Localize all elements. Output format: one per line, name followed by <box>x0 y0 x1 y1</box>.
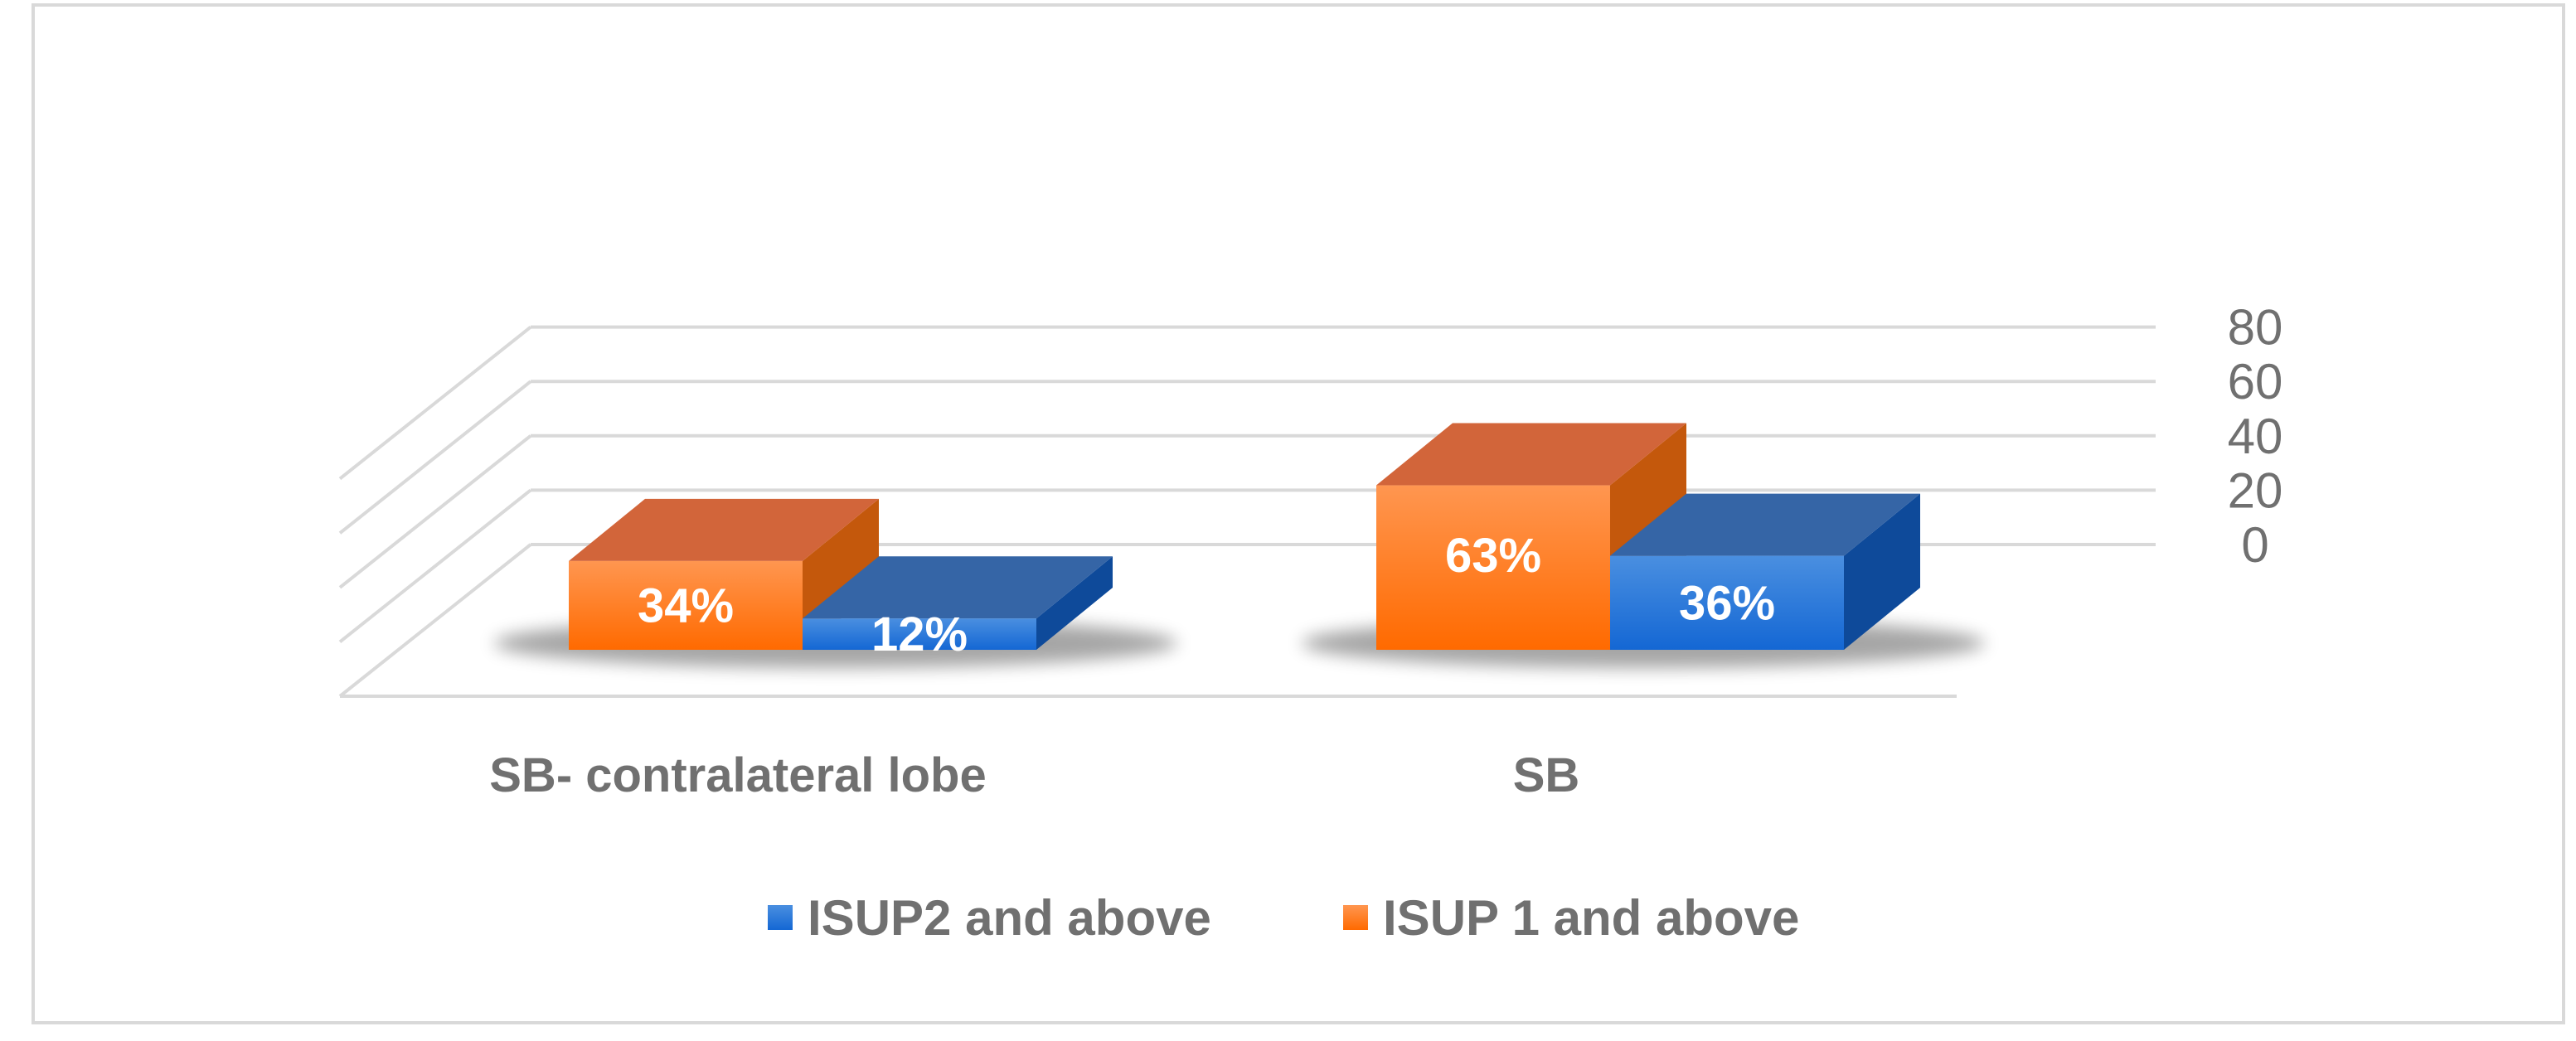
y-tick-label: 40 <box>2228 409 2283 464</box>
bar <box>1610 555 1844 650</box>
bar-top <box>1376 423 1686 486</box>
bar <box>803 618 1036 650</box>
data-label: 12% <box>871 608 968 661</box>
bar-side <box>1036 556 1113 650</box>
data-label: 36% <box>1679 576 1775 630</box>
y-tick-label: 20 <box>2228 462 2283 518</box>
bar <box>569 560 803 650</box>
gridline-depth <box>338 434 532 589</box>
bar-top <box>803 556 1113 619</box>
gridline-depth <box>338 380 532 535</box>
bar-side <box>1844 493 1920 650</box>
category-label: SB- contralateral lobe <box>489 748 986 802</box>
bars: 34% 12% 63% 36% <box>569 423 1920 661</box>
legend: ISUP2 and above ISUP 1 and above <box>768 890 1799 946</box>
bar-top <box>1610 493 1920 556</box>
gridline-depth <box>338 326 532 481</box>
gridline-depth <box>338 488 532 643</box>
y-tick-label: 80 <box>2228 300 2283 356</box>
gridline-depth <box>338 543 532 698</box>
y-tick-label: 0 <box>2241 517 2268 573</box>
legend-label: ISUP 1 and above <box>1383 890 1799 946</box>
chart-frame <box>32 3 2565 1024</box>
y-tick-label: 60 <box>2228 354 2283 409</box>
category-label: SB <box>1513 748 1580 802</box>
data-label: 63% <box>1445 529 1541 583</box>
bar <box>1376 485 1610 650</box>
x-axis-categories: SB- contralateral lobe SB <box>489 748 1579 802</box>
legend-swatch <box>768 905 793 930</box>
legend-swatch <box>1343 905 1368 930</box>
legend-label: ISUP2 and above <box>808 890 1211 946</box>
bar-top <box>569 498 879 561</box>
data-label: 34% <box>638 579 734 632</box>
